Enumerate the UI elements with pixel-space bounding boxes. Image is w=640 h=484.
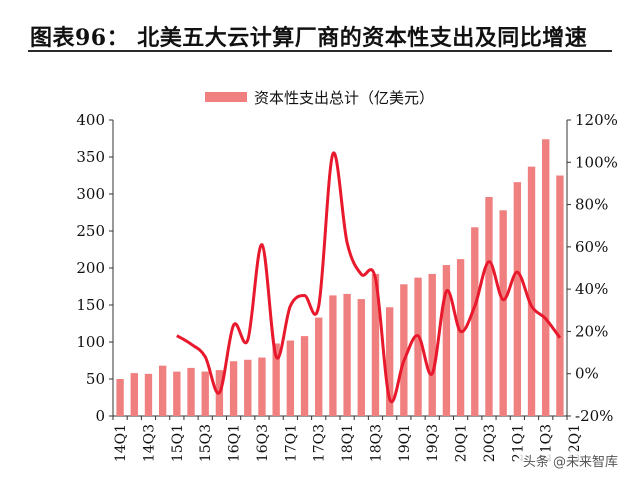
left-tick-label: 400 xyxy=(76,111,105,129)
left-tick-label: 300 xyxy=(76,185,105,203)
left-tick-label: 50 xyxy=(86,370,105,388)
x-tick-label: 20Q1 xyxy=(454,424,470,462)
x-tick-label: 19Q3 xyxy=(425,424,441,462)
capex-bar xyxy=(201,371,209,416)
capex-bar xyxy=(371,273,380,416)
capex-bar xyxy=(258,357,266,416)
x-tick-label: 17Q1 xyxy=(283,424,299,462)
capex-bar xyxy=(244,359,252,416)
right-tick-label: 40% xyxy=(575,280,608,298)
x-tick-label: 18Q3 xyxy=(368,424,384,462)
right-tick-label: 0% xyxy=(575,365,599,383)
right-tick-label: 100% xyxy=(575,153,618,171)
capex-bar xyxy=(187,367,195,416)
capex-bar xyxy=(315,317,323,416)
capex-bar xyxy=(286,340,295,416)
x-tick-label: 14Q1 xyxy=(113,424,129,462)
left-tick-label: 200 xyxy=(76,259,105,277)
x-tick-label: 19Q1 xyxy=(397,424,413,462)
capex-bar xyxy=(229,361,238,416)
x-tick-label: 18Q1 xyxy=(340,424,356,462)
left-tick-label: 250 xyxy=(76,222,105,240)
capex-bar xyxy=(343,293,351,416)
capex-bar xyxy=(456,259,465,416)
capex-bar xyxy=(329,295,337,416)
x-tick-label: 20Q3 xyxy=(482,424,498,462)
left-tick-label: 150 xyxy=(76,296,105,314)
capex-bar xyxy=(400,284,408,416)
capex-bar xyxy=(385,307,394,416)
right-tick-label: 120% xyxy=(575,111,618,129)
right-tick-label: -20% xyxy=(575,407,613,425)
left-tick-label: 0 xyxy=(95,407,105,425)
figure-title: 图表96： 北美五大云计算厂商的资本性支出及同比增速 xyxy=(30,25,588,51)
x-tick-label: 15Q1 xyxy=(170,424,186,462)
legend-swatch xyxy=(205,92,247,102)
right-axis-ticks: -20% 0% 20% 40% 60% 80% 100% 120% xyxy=(567,111,618,425)
growth-line-path xyxy=(176,151,562,404)
right-tick-label: 80% xyxy=(575,196,608,214)
legend-label: 资本性支出总计（亿美元） xyxy=(254,89,434,107)
capex-bar xyxy=(542,139,550,417)
legend: 资本性支出总计（亿美元） xyxy=(205,89,434,107)
x-tick-label: 14Q3 xyxy=(141,424,157,462)
capex-bar xyxy=(272,343,280,416)
capex-bar xyxy=(116,379,124,416)
x-tick-label: 17Q3 xyxy=(312,424,328,462)
x-tick-label: 15Q3 xyxy=(198,424,214,462)
capex-bar xyxy=(144,373,153,416)
right-tick-label: 20% xyxy=(575,322,608,340)
left-tick-label: 350 xyxy=(76,148,105,166)
left-axis-ticks: 0 50 100 150 200 250 300 350 400 xyxy=(76,111,113,425)
capex-bar xyxy=(414,277,422,416)
figure-header: 图表96： 北美五大云计算厂商的资本性支出及同比增速 xyxy=(0,0,640,56)
capex-bar xyxy=(485,196,493,416)
growth-line xyxy=(176,151,562,404)
capex-bar xyxy=(499,210,507,416)
capex-bar xyxy=(527,166,536,416)
right-tick-label: 60% xyxy=(575,238,608,256)
capex-bar xyxy=(300,336,309,416)
capex-bar xyxy=(130,373,138,416)
capex-bar xyxy=(556,175,564,416)
capex-bar xyxy=(471,227,479,416)
capex-bar xyxy=(173,371,181,416)
capex-bar xyxy=(158,365,167,416)
x-tick-label: 16Q1 xyxy=(227,424,243,462)
bars xyxy=(116,139,564,417)
x-tick-label: 16Q3 xyxy=(255,424,271,462)
capex-bar xyxy=(357,299,365,416)
capex-bar xyxy=(513,182,522,416)
title-rule xyxy=(28,50,612,52)
watermark: 头条 @未来智库 xyxy=(518,451,622,470)
capex-bar xyxy=(428,273,436,416)
left-tick-label: 100 xyxy=(76,333,105,351)
capex-bar xyxy=(442,265,451,416)
x-axis-ticks: 14Q1 14Q3 15Q1 15Q3 16Q1 16Q3 17Q1 17Q3 18Q1 18Q3… xyxy=(112,416,583,462)
axes xyxy=(112,120,568,417)
